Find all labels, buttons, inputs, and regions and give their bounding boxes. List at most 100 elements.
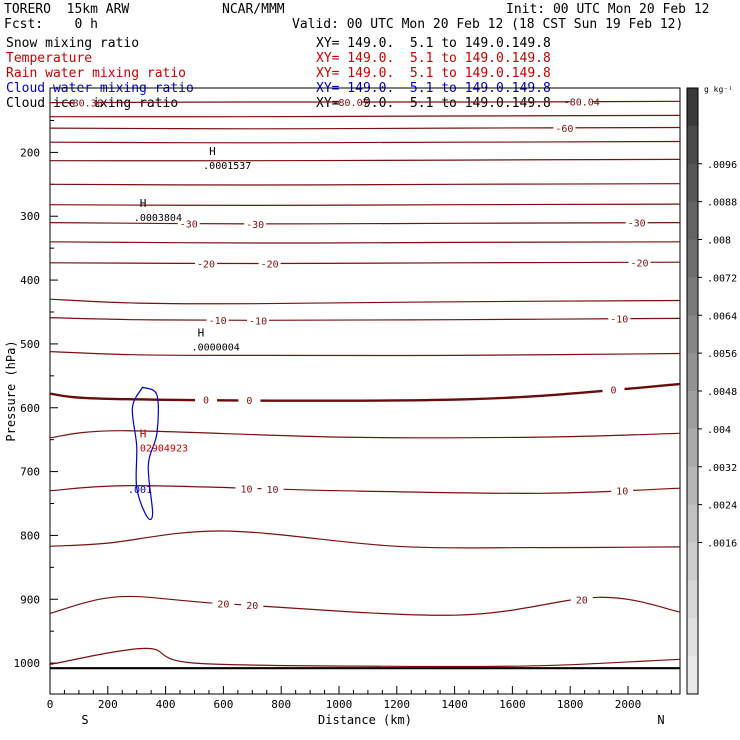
contour-label-bg xyxy=(339,95,362,108)
contour-label-bg xyxy=(602,383,625,396)
x-axis-south-label: S xyxy=(81,713,88,727)
x-tick-label: 800 xyxy=(271,698,291,711)
colorbar-tick-label: .0096 xyxy=(707,160,737,171)
temperature-label: -30 xyxy=(628,219,646,230)
maximum-value-label: .0000004 xyxy=(192,342,240,353)
y-tick-label: 400 xyxy=(20,274,40,287)
contour-label-bg xyxy=(235,482,258,495)
temperature-label: -20 xyxy=(197,259,215,270)
colorbar-step xyxy=(687,504,698,543)
x-tick-label: 1800 xyxy=(557,698,584,711)
legend-label: Snow mixing ratio xyxy=(6,36,140,51)
contour-label-bg xyxy=(247,314,270,327)
contour-label-bg xyxy=(570,95,593,108)
maximum-marker: H xyxy=(140,197,147,210)
x-tick-label: 2000 xyxy=(615,698,642,711)
colorbar-step xyxy=(687,88,698,127)
colorbar-step xyxy=(687,239,698,278)
temperature-contour xyxy=(49,351,681,357)
temperature-contour xyxy=(49,530,681,549)
temperature-contour xyxy=(49,647,681,668)
temperature-contour xyxy=(49,183,681,186)
valid-time: Valid: 00 UTC Mon 20 Feb 12 (18 CST Sun … xyxy=(292,17,684,32)
x-tick-label: 1600 xyxy=(499,698,526,711)
temperature-label: 20 xyxy=(246,601,258,612)
temperature-label: -10 xyxy=(209,316,227,327)
y-tick-label: 300 xyxy=(20,210,40,223)
temperature-contour xyxy=(49,158,681,162)
temperature-contour xyxy=(49,430,681,439)
colorbar-step xyxy=(687,466,698,506)
contour-label-bg xyxy=(244,217,267,230)
y-tick-label: 600 xyxy=(20,402,40,415)
contour-label-bg xyxy=(73,96,96,109)
freezing-level-contour xyxy=(49,382,681,402)
contour-label-bg xyxy=(628,256,651,269)
colorbar-step xyxy=(687,428,698,468)
legend-xy: XY= 149.0. 5.1 to 149.0.149.8 xyxy=(316,51,551,66)
colorbar-step xyxy=(687,656,698,695)
temperature-contour xyxy=(49,100,681,104)
colorbar-tick-label: .0056 xyxy=(707,349,737,360)
x-axis-north-label: N xyxy=(657,713,664,727)
colorbar-step xyxy=(687,277,698,316)
contour-label-bg xyxy=(611,484,634,497)
colorbar-tick-label: .0016 xyxy=(707,539,737,550)
contour-label-bg xyxy=(212,597,235,610)
temperature-label: 0 xyxy=(611,385,617,396)
maximum-value-label: .0001537 xyxy=(203,161,251,172)
colorbar-step xyxy=(687,618,698,657)
temperature-contours-group xyxy=(49,100,681,670)
x-tick-label: 1400 xyxy=(441,698,468,711)
maximum-marker: H xyxy=(140,427,147,440)
colorbar-step xyxy=(687,163,698,203)
model-title: TORERO 15km ARW xyxy=(4,2,130,17)
temperature-contour xyxy=(49,298,681,305)
maximum-value-label: .02904923 xyxy=(134,443,188,454)
colorbar-step xyxy=(687,125,698,165)
org-title: NCAR/MMM xyxy=(222,2,285,17)
contour-label-bg xyxy=(195,393,218,406)
legend-label: Cloud ice mixing ratio xyxy=(6,96,179,111)
contour-label-bg xyxy=(258,257,281,270)
y-tick-label: 700 xyxy=(20,466,40,479)
temperature-label: -10 xyxy=(610,315,628,326)
contour-label-bg xyxy=(195,257,218,270)
temperature-label: 20 xyxy=(217,600,229,611)
contour-label-bg xyxy=(261,483,284,496)
colorbar-step xyxy=(687,580,698,619)
temperature-contour xyxy=(49,261,681,265)
x-tick-label: 0 xyxy=(47,698,54,711)
temperature-contour xyxy=(49,140,681,144)
legend-xy: XY= 149.0. 5.1 to 149.0.149.8 xyxy=(316,66,551,81)
temperature-label: -60 xyxy=(555,124,573,135)
temperature-contour xyxy=(49,484,681,494)
maximum-marker: H xyxy=(209,145,216,158)
init-time: Init: 00 UTC Mon 20 Feb 12 xyxy=(506,2,710,17)
y-axis-label: Pressure (hPa) xyxy=(4,340,18,441)
colorbar-unit-label: g kg⁻¹ xyxy=(704,85,733,94)
contour-label-bg xyxy=(241,599,264,612)
contour-labels-group: -80.36 -80.07 -80.04 -60 -30 -30 -30 -20 -20 -20 -… xyxy=(67,95,651,612)
contour-label-bg xyxy=(570,593,593,606)
colorbar-step xyxy=(687,542,698,581)
plot-frame xyxy=(49,87,681,695)
temperature-label: -80.07 xyxy=(332,98,368,109)
colorbar-tick-label: .0088 xyxy=(707,198,737,209)
legend-label: Rain water mixing ratio xyxy=(6,66,187,81)
colorbar-step xyxy=(687,201,698,240)
colorbar-tick-label: .0032 xyxy=(707,463,737,474)
colorbar-tick-label: .0072 xyxy=(707,273,737,284)
contour-label-bg xyxy=(206,314,229,327)
contour-label-bg xyxy=(553,121,576,134)
temperature-contour xyxy=(49,595,681,616)
temperature-label: -10 xyxy=(249,316,267,327)
colorbar-step xyxy=(687,353,698,392)
x-axis-label: Distance (km) xyxy=(318,713,412,727)
temperature-label: 20 xyxy=(576,595,588,606)
colorbar-tick-label: .0048 xyxy=(707,387,737,398)
temperature-label: -30 xyxy=(180,219,198,230)
plot-frame-group: 0 200 400 600 800 1000 1200 1400 1600 1800 2000200… xyxy=(4,87,681,727)
temperature-label: -80.04 xyxy=(564,98,600,109)
